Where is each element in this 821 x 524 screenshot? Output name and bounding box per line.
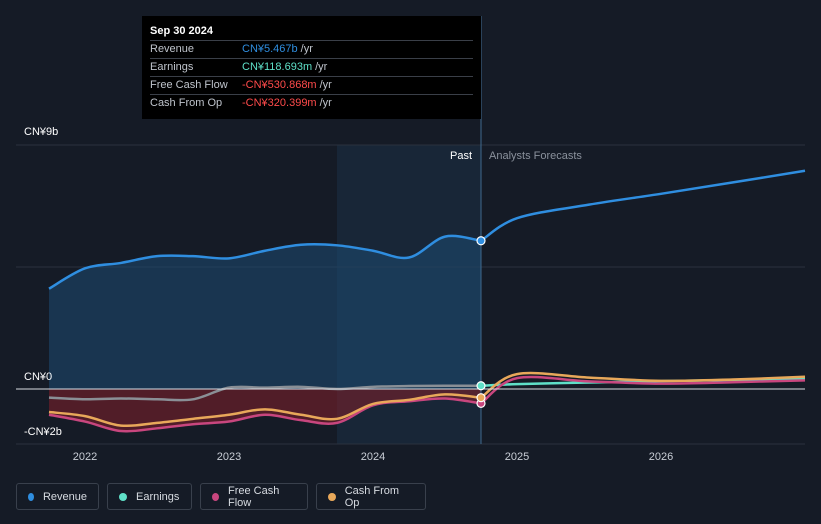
tooltip-row-cash-from-op: Cash From Op -CN¥320.399m /yr xyxy=(150,94,473,112)
cash-from-op-marker xyxy=(476,393,486,403)
cash-from-op-line-past xyxy=(48,393,482,428)
revenue-area xyxy=(49,235,481,389)
y-axis-label-bottom: -CN¥2b xyxy=(24,426,62,438)
tooltip-unit: /yr xyxy=(319,79,332,91)
cash-from-op-line-forecast xyxy=(480,371,806,399)
series-lines xyxy=(48,169,806,433)
legend-label: Free Cash Flow xyxy=(228,484,280,509)
earnings-marker xyxy=(476,381,486,391)
legend-item-cash-from-op[interactable]: Cash From Op xyxy=(316,483,426,510)
tooltip-date: Sep 30 2024 xyxy=(150,25,213,37)
tooltip-value: CN¥118.693m xyxy=(242,61,313,73)
tooltip-value: -CN¥530.868m xyxy=(242,79,317,91)
legend-dot-icon xyxy=(328,492,336,501)
legend-label: Earnings xyxy=(136,490,180,503)
x-tick-2025: 2025 xyxy=(504,451,530,463)
revenue-line-forecast xyxy=(480,169,806,242)
y-axis-label-top: CN¥9b xyxy=(24,126,59,138)
legend-label: Cash From Op xyxy=(344,484,400,509)
legend-dot-icon xyxy=(212,492,219,501)
x-tick-2023: 2023 xyxy=(216,451,242,463)
tooltip-label: Free Cash Flow xyxy=(150,79,228,91)
tooltip-value: CN¥5.467b xyxy=(242,43,298,55)
hover-tooltip: Sep 30 2024 Revenue CN¥5.467b /yr Earnin… xyxy=(142,16,481,119)
legend-item-revenue[interactable]: Revenue xyxy=(16,483,99,510)
tooltip-row-revenue: Revenue CN¥5.467b /yr xyxy=(150,40,473,58)
legend-item-earnings[interactable]: Earnings xyxy=(107,483,192,510)
tooltip-unit: /yr xyxy=(315,61,328,73)
tooltip-row-earnings: Earnings CN¥118.693m /yr xyxy=(150,58,473,76)
x-tick-2024: 2024 xyxy=(360,451,386,463)
tooltip-value: -CN¥320.399m xyxy=(242,97,317,109)
legend-dot-icon xyxy=(119,492,127,501)
tooltip-unit: /yr xyxy=(319,97,332,109)
legend-dot-icon xyxy=(28,492,34,501)
tooltip-label: Earnings xyxy=(150,61,194,73)
tooltip-label: Cash From Op xyxy=(150,97,223,109)
legend-item-free-cash-flow[interactable]: Free Cash Flow xyxy=(200,483,308,510)
past-label: Past xyxy=(450,150,473,162)
earnings-line-past xyxy=(48,384,482,402)
tooltip-label: Revenue xyxy=(150,43,195,55)
y-axis-label-zero: CN¥0 xyxy=(24,371,53,383)
revenue-marker xyxy=(476,236,486,246)
legend-label: Revenue xyxy=(42,490,87,503)
x-tick-2022: 2022 xyxy=(72,451,98,463)
legend: Revenue Earnings Free Cash Flow Cash Fro… xyxy=(16,483,426,510)
tooltip-row-free-cash-flow: Free Cash Flow -CN¥530.868m /yr xyxy=(150,76,473,94)
free-cash-flow-line-past xyxy=(48,397,482,433)
free-cash-flow-line-forecast xyxy=(480,375,806,405)
hover-markers xyxy=(476,236,486,408)
revenue-line-past xyxy=(48,234,482,290)
x-tick-2026: 2026 xyxy=(648,451,674,463)
tooltip-unit: /yr xyxy=(300,43,313,55)
forecast-label: Analysts Forecasts xyxy=(489,150,582,162)
